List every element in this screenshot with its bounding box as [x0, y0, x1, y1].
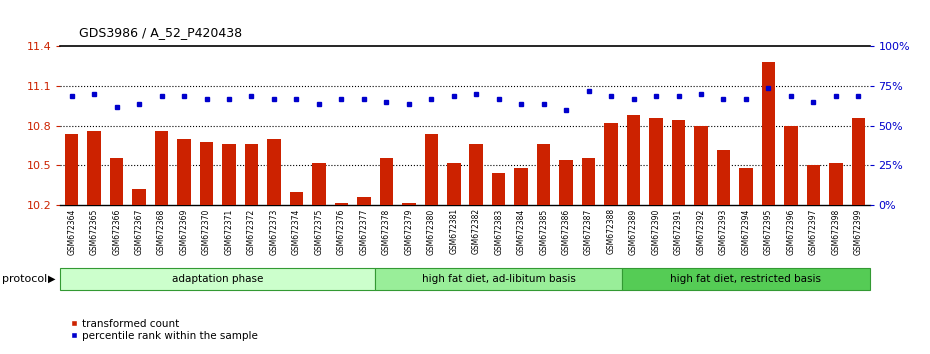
- Bar: [289, 192, 303, 205]
- Bar: [627, 115, 640, 205]
- FancyBboxPatch shape: [622, 268, 870, 290]
- Text: high fat diet, restricted basis: high fat diet, restricted basis: [671, 274, 821, 284]
- Bar: [312, 163, 326, 205]
- Text: GSM672392: GSM672392: [697, 208, 706, 255]
- Legend: transformed count, percentile rank within the sample: transformed count, percentile rank withi…: [66, 315, 262, 345]
- Bar: [402, 202, 416, 205]
- Bar: [357, 197, 370, 205]
- Text: GSM672372: GSM672372: [247, 208, 256, 255]
- Text: GSM672385: GSM672385: [539, 208, 548, 255]
- Bar: [830, 163, 843, 205]
- Text: GSM672396: GSM672396: [787, 208, 795, 255]
- Bar: [717, 149, 730, 205]
- Text: GSM672364: GSM672364: [67, 208, 76, 255]
- Bar: [694, 126, 708, 205]
- Text: GSM672388: GSM672388: [606, 208, 616, 255]
- Text: GSM672386: GSM672386: [562, 208, 571, 255]
- Text: GSM672380: GSM672380: [427, 208, 436, 255]
- Bar: [492, 173, 506, 205]
- Text: GSM672379: GSM672379: [405, 208, 413, 255]
- Text: GSM672373: GSM672373: [270, 208, 278, 255]
- Bar: [671, 120, 685, 205]
- Text: GSM672391: GSM672391: [674, 208, 683, 255]
- Text: protocol: protocol: [2, 274, 47, 284]
- Text: GSM672371: GSM672371: [224, 208, 233, 255]
- Text: GSM672376: GSM672376: [337, 208, 346, 255]
- Bar: [132, 189, 146, 205]
- Bar: [762, 62, 775, 205]
- Text: GSM672368: GSM672368: [157, 208, 166, 255]
- Bar: [537, 144, 551, 205]
- Text: GSM672370: GSM672370: [202, 208, 211, 255]
- Text: GSM672398: GSM672398: [831, 208, 841, 255]
- Text: GSM672374: GSM672374: [292, 208, 301, 255]
- Bar: [379, 158, 393, 205]
- Bar: [852, 118, 865, 205]
- Bar: [470, 144, 483, 205]
- Text: ▶: ▶: [48, 274, 56, 284]
- Bar: [65, 133, 78, 205]
- Text: GSM672383: GSM672383: [494, 208, 503, 255]
- Bar: [245, 144, 259, 205]
- Text: GSM672367: GSM672367: [135, 208, 143, 255]
- Bar: [200, 142, 213, 205]
- Bar: [335, 202, 348, 205]
- Bar: [222, 144, 235, 205]
- Text: GSM672384: GSM672384: [517, 208, 525, 255]
- FancyBboxPatch shape: [375, 268, 622, 290]
- Bar: [447, 163, 460, 205]
- Bar: [806, 165, 820, 205]
- Bar: [424, 133, 438, 205]
- Bar: [560, 160, 573, 205]
- Bar: [267, 139, 281, 205]
- Text: GSM672365: GSM672365: [89, 208, 99, 255]
- Text: adaptation phase: adaptation phase: [172, 274, 263, 284]
- Bar: [649, 118, 663, 205]
- Text: GSM672381: GSM672381: [449, 208, 458, 255]
- Text: GSM672394: GSM672394: [741, 208, 751, 255]
- Text: GSM672389: GSM672389: [629, 208, 638, 255]
- Bar: [87, 131, 100, 205]
- Text: GSM672378: GSM672378: [382, 208, 391, 255]
- Text: GSM672377: GSM672377: [359, 208, 368, 255]
- Bar: [178, 139, 191, 205]
- Text: GSM672387: GSM672387: [584, 208, 593, 255]
- Text: GSM672369: GSM672369: [179, 208, 189, 255]
- Text: high fat diet, ad-libitum basis: high fat diet, ad-libitum basis: [422, 274, 576, 284]
- Text: GSM672366: GSM672366: [113, 208, 121, 255]
- Text: GSM672375: GSM672375: [314, 208, 324, 255]
- Bar: [514, 168, 528, 205]
- Bar: [784, 126, 798, 205]
- Text: GSM672399: GSM672399: [854, 208, 863, 255]
- Text: GDS3986 / A_52_P420438: GDS3986 / A_52_P420438: [79, 26, 242, 39]
- Bar: [154, 131, 168, 205]
- Bar: [604, 123, 618, 205]
- Bar: [582, 158, 595, 205]
- Text: GSM672382: GSM672382: [472, 208, 481, 255]
- Bar: [739, 168, 752, 205]
- Text: GSM672395: GSM672395: [764, 208, 773, 255]
- Bar: [110, 158, 124, 205]
- Text: GSM672393: GSM672393: [719, 208, 728, 255]
- Text: GSM672390: GSM672390: [652, 208, 660, 255]
- Text: GSM672397: GSM672397: [809, 208, 817, 255]
- FancyBboxPatch shape: [60, 268, 375, 290]
